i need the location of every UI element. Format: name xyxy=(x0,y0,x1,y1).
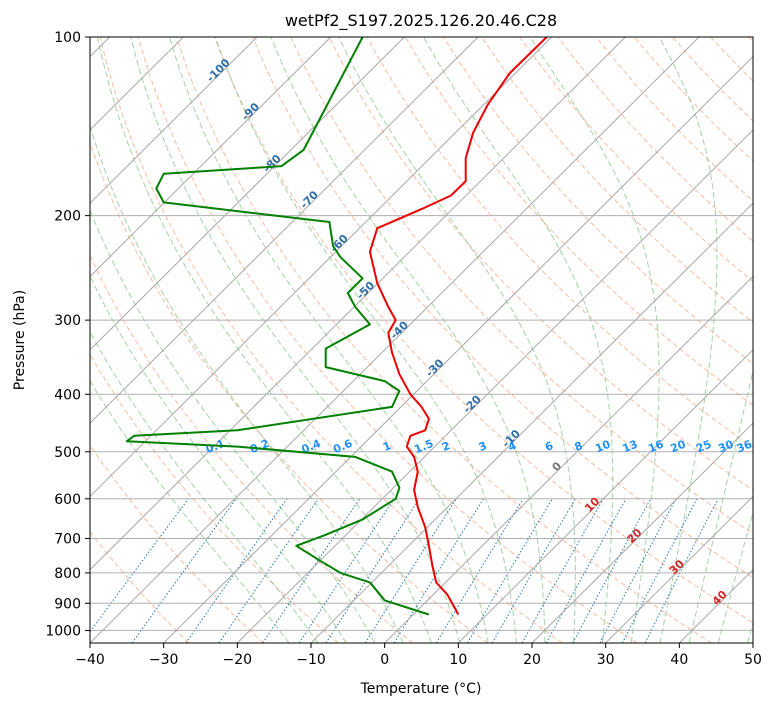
moist-adiabat xyxy=(270,37,546,643)
moist-adiabat xyxy=(90,275,347,643)
y-tick-label: 600 xyxy=(54,492,81,508)
isotherm-line xyxy=(90,37,700,643)
isotherm-line xyxy=(605,495,753,643)
mixing-ratio-label: 36 xyxy=(735,438,754,456)
mixing-ratio-label: 30 xyxy=(716,438,735,456)
mixing-ratio-line xyxy=(364,498,457,643)
moist-adiabat xyxy=(90,209,376,643)
x-tick-label: 10 xyxy=(449,652,467,668)
dry-adiabat xyxy=(214,37,753,624)
y-tick-label: 400 xyxy=(54,387,81,403)
moist-adiabat xyxy=(529,37,660,643)
x-tick-label: 20 xyxy=(523,652,541,668)
isotherm-line xyxy=(90,37,405,351)
isotherm-line xyxy=(90,37,626,571)
dry-adiabat xyxy=(90,353,339,643)
mixing-ratio-line xyxy=(545,498,627,643)
moist-adiabat xyxy=(97,37,432,643)
temperature-profile-line xyxy=(368,37,548,615)
mixing-ratio-label: 20 xyxy=(668,438,687,456)
y-tick-label: 900 xyxy=(54,596,81,612)
x-tick-label: −10 xyxy=(296,652,326,668)
y-axis-title: Pressure (hPa) xyxy=(12,290,28,390)
chart-title: wetPf2_S197.2025.126.20.46.C28 xyxy=(285,11,557,31)
mixing-ratio-line xyxy=(467,498,553,643)
isotherm-line xyxy=(90,37,332,278)
isotherm-line xyxy=(90,37,479,424)
dry-adiabat xyxy=(99,37,563,643)
y-tick-label: 800 xyxy=(54,566,81,582)
dewpoint-profile-line xyxy=(125,37,430,616)
y-tick-label: 300 xyxy=(54,313,81,329)
plot-area: -100-90-80-70-60-50-40-30-20-10010203040… xyxy=(90,37,754,643)
dry-adiabat xyxy=(90,444,264,643)
mixing-ratio-line xyxy=(644,498,719,643)
x-tick-label: 30 xyxy=(597,652,615,668)
mixing-ratio-label: 8 xyxy=(573,439,585,454)
mixing-ratio-line xyxy=(298,498,395,643)
y-tick-label: 500 xyxy=(54,445,81,461)
mixing-ratio-line xyxy=(621,498,698,643)
isotherm-line xyxy=(236,129,753,643)
moist-adiabat xyxy=(130,37,461,643)
isotherm-line xyxy=(457,349,753,643)
y-tick-label: 1000 xyxy=(45,623,81,639)
y-tick-label: 700 xyxy=(54,532,81,548)
x-axis: −40 −30 −20 −10 0 10 20 30 40 50 xyxy=(75,643,762,668)
y-axis: 100 200 300 400 500 600 700 800 900 1000 xyxy=(45,30,90,639)
isotherm-line xyxy=(163,55,753,643)
dry-adiabat xyxy=(252,37,753,579)
moist-adiabat xyxy=(169,37,489,643)
isotherm-line xyxy=(90,37,258,204)
plot-frame xyxy=(89,36,754,644)
moist-adiabat xyxy=(338,37,576,643)
mixing-ratio-label: 1 xyxy=(381,439,393,454)
isotherm-line xyxy=(310,202,753,643)
mixing-ratio-label: 10 xyxy=(593,438,612,456)
dry-adiabat xyxy=(404,37,753,406)
mixing-ratio-label: 2 xyxy=(440,439,452,454)
mixing-ratio-line xyxy=(131,498,237,643)
y-tick-label: 100 xyxy=(54,30,81,46)
mixing-ratio-line xyxy=(599,498,677,643)
mixing-ratio-label: 13 xyxy=(621,438,640,456)
mixing-ratio-label: 3 xyxy=(477,439,489,454)
y-tick-label: 200 xyxy=(54,209,81,225)
moist-adiabat xyxy=(658,37,718,643)
dry-adiabat xyxy=(328,37,753,491)
mixing-ratio-line xyxy=(521,498,604,643)
x-tick-label: −20 xyxy=(223,652,253,668)
dry-adiabat xyxy=(90,531,190,643)
moist-adiabat xyxy=(90,330,319,643)
mixing-ratio-label: 25 xyxy=(694,438,713,456)
x-axis-title: Temperature (°C) xyxy=(360,681,482,697)
mixing-ratio-line xyxy=(491,498,576,643)
moist-adiabat xyxy=(215,37,517,643)
mixing-ratio-line xyxy=(572,498,652,643)
isotherm-line xyxy=(384,275,753,643)
dry-adiabat xyxy=(90,141,488,643)
isotherm-line xyxy=(531,422,753,643)
mixing-ratio-line xyxy=(393,498,484,643)
dry-adiabat xyxy=(481,37,753,323)
x-tick-label: −40 xyxy=(75,652,105,668)
mixing-ratio-line xyxy=(90,498,189,633)
x-tick-label: 0 xyxy=(380,652,389,668)
mixing-ratio-label: 16 xyxy=(646,438,665,456)
moist-adiabat xyxy=(423,37,614,643)
x-tick-label: 40 xyxy=(670,652,688,668)
x-tick-label: −30 xyxy=(149,652,179,668)
dry-adiabat xyxy=(137,37,638,643)
moist-adiabat xyxy=(90,124,404,643)
moist-adiabat xyxy=(90,380,290,643)
isotherm-line xyxy=(90,37,553,498)
mixing-ratio-line xyxy=(435,498,524,643)
x-tick-label: 50 xyxy=(744,652,762,668)
